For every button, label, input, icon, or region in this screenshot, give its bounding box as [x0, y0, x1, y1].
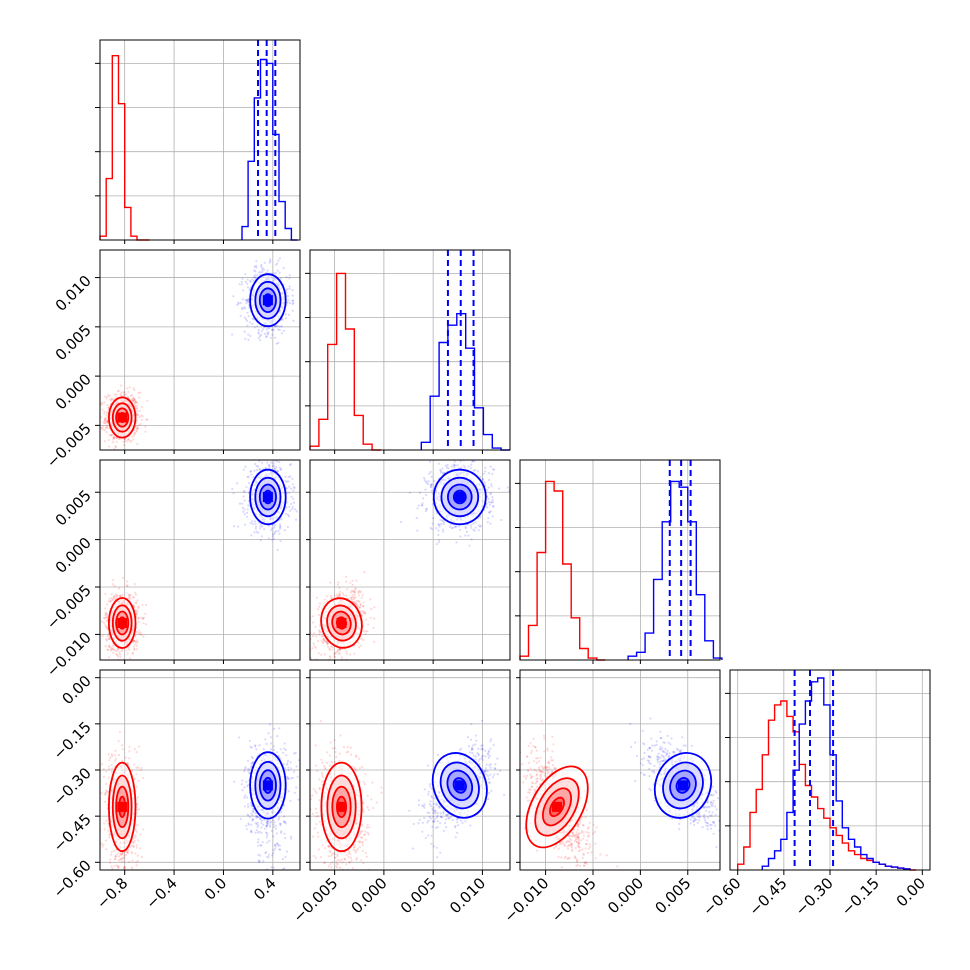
- y-tick-label: 0.000: [52, 534, 95, 577]
- x-tick-label: 0.0: [201, 874, 231, 904]
- y-tick-label: −0.45: [50, 810, 95, 855]
- histogram-panel-2: [515, 459, 723, 661]
- scatter-panel-3-0: [99, 669, 301, 871]
- x-tick-label: −0.15: [838, 874, 883, 919]
- x-tick-label: −0.010: [500, 874, 552, 926]
- panel-frame: [99, 39, 301, 241]
- x-tick-label: 0.005: [652, 874, 695, 917]
- scatter-panel-2-0: [99, 459, 301, 661]
- x-tick-label: −0.60: [699, 874, 744, 919]
- red-mode-marker: [336, 801, 347, 812]
- x-tick-label: 0.00: [893, 874, 929, 910]
- y-tick-label: 0.005: [52, 321, 95, 364]
- blue-histogram-0: [241, 58, 298, 241]
- y-tick-label: −0.30: [50, 764, 95, 809]
- blue-histogram-3: [761, 677, 911, 870]
- panel-frame: [309, 249, 511, 451]
- y-tick-label: −0.60: [50, 856, 95, 901]
- panel-frame: [519, 459, 721, 661]
- y-tick-label: −0.005: [43, 419, 95, 471]
- x-tick-label: −0.30: [792, 874, 837, 919]
- blue-mode-marker: [262, 295, 273, 306]
- x-tick-label: 0.010: [446, 874, 489, 917]
- y-tick-label: −0.005: [43, 581, 95, 633]
- y-tick-label: 0.00: [58, 672, 94, 708]
- histogram-panel-0: [95, 39, 301, 241]
- x-tick-label: −0.005: [289, 874, 341, 926]
- blue-mode-marker: [454, 780, 465, 791]
- scatter-panel-3-2: [519, 669, 721, 871]
- blue-mode-marker: [262, 780, 273, 791]
- red-histogram-1: [309, 272, 381, 451]
- x-tick-label: −0.4: [142, 874, 180, 912]
- y-tick-label: 0.010: [52, 272, 95, 315]
- scatter-panel-3-1: [309, 669, 511, 871]
- x-tick-label: 0.4: [250, 874, 280, 904]
- red-histogram-3: [737, 700, 917, 871]
- red-histogram-2: [519, 480, 606, 661]
- blue-mode-marker: [454, 492, 465, 502]
- red-mode-marker: [117, 618, 128, 628]
- y-tick-label: 0.005: [52, 486, 95, 529]
- red-mode-marker: [117, 801, 128, 812]
- histogram-panel-1: [305, 249, 511, 451]
- y-tick-label: −0.15: [50, 718, 95, 763]
- x-tick-label: −0.8: [93, 874, 131, 912]
- red-mode-marker: [336, 618, 347, 628]
- y-tick-label: −0.010: [43, 629, 95, 681]
- histogram-panel-3: [725, 669, 931, 871]
- panel-frame: [99, 459, 301, 661]
- panel-frame: [309, 459, 511, 661]
- blue-mode-marker: [678, 780, 688, 791]
- blue-histogram-1: [420, 313, 510, 451]
- red-mode-marker: [552, 801, 562, 812]
- red-histogram-0: [99, 55, 150, 241]
- y-tick-label: 0.000: [52, 370, 95, 413]
- scatter-panel-1-0: [99, 249, 301, 451]
- blue-histogram-2: [627, 480, 723, 660]
- x-tick-label: 0.000: [348, 874, 391, 917]
- panel-frame: [99, 249, 301, 451]
- scatter-panel-2-1: [309, 459, 511, 661]
- x-tick-label: −0.005: [548, 874, 600, 926]
- x-tick-label: −0.45: [745, 874, 790, 919]
- x-tick-label: 0.000: [604, 874, 647, 917]
- blue-mode-marker: [262, 492, 273, 502]
- red-mode-marker: [117, 412, 128, 423]
- x-tick-label: 0.005: [397, 874, 440, 917]
